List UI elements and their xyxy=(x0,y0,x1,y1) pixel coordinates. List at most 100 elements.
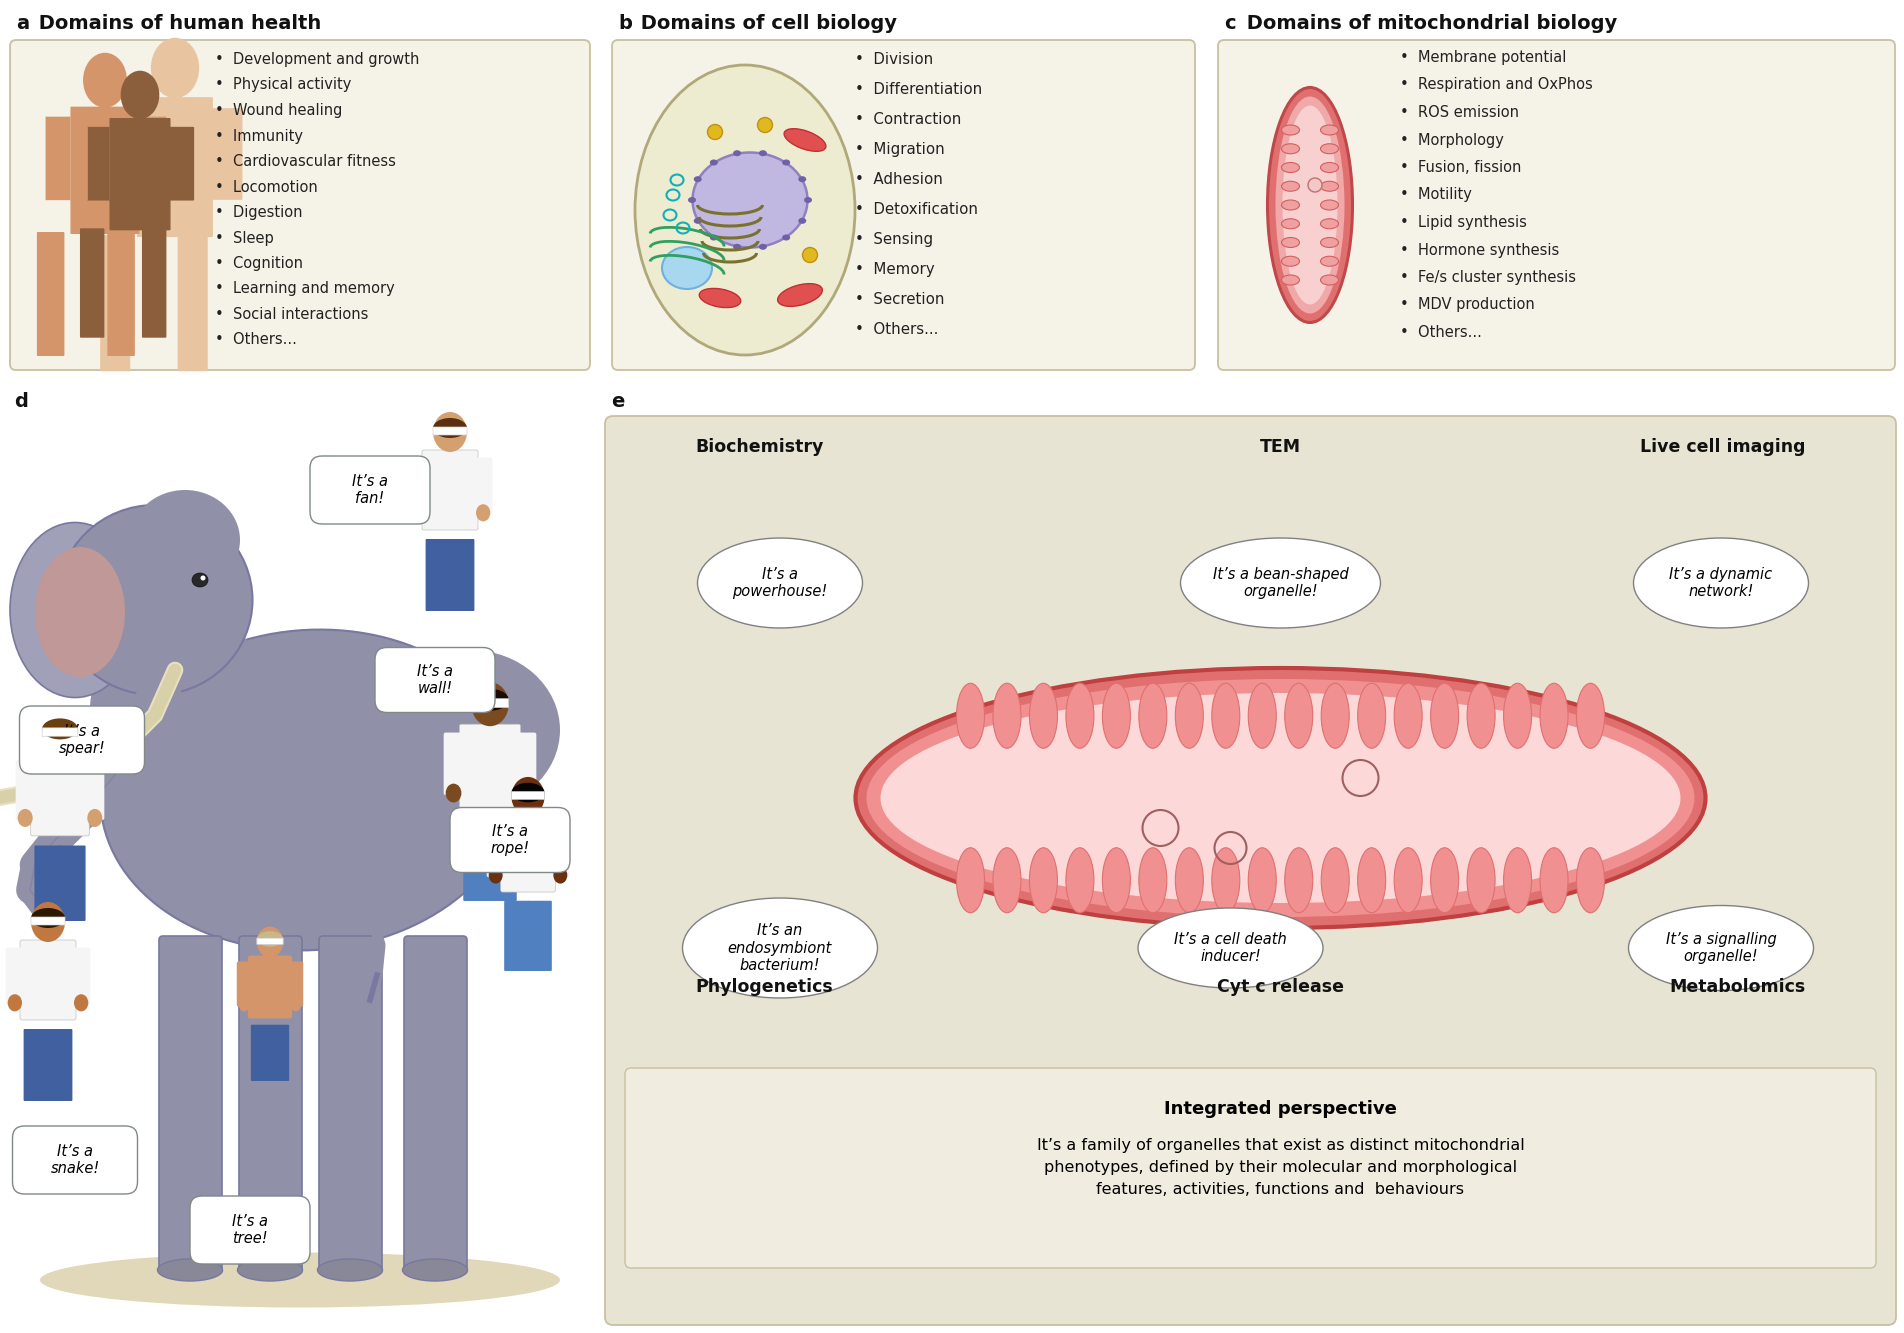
Ellipse shape xyxy=(446,784,461,802)
FancyBboxPatch shape xyxy=(527,901,552,970)
Ellipse shape xyxy=(30,908,65,928)
Ellipse shape xyxy=(1281,237,1300,248)
FancyBboxPatch shape xyxy=(21,940,76,1020)
FancyBboxPatch shape xyxy=(288,961,303,1006)
FancyBboxPatch shape xyxy=(404,936,466,1274)
Ellipse shape xyxy=(1358,848,1386,913)
Ellipse shape xyxy=(1321,181,1339,191)
Ellipse shape xyxy=(1468,684,1495,748)
Text: It’s a bean-shaped
organelle!: It’s a bean-shaped organelle! xyxy=(1213,567,1348,600)
Ellipse shape xyxy=(693,217,703,224)
FancyBboxPatch shape xyxy=(449,539,474,611)
Text: It’s a dynamic
network!: It’s a dynamic network! xyxy=(1670,567,1773,600)
Ellipse shape xyxy=(432,412,466,452)
Ellipse shape xyxy=(1102,848,1131,913)
Ellipse shape xyxy=(693,152,807,248)
Ellipse shape xyxy=(158,1258,223,1281)
Ellipse shape xyxy=(693,176,703,183)
Ellipse shape xyxy=(74,994,88,1012)
Ellipse shape xyxy=(1321,275,1339,285)
Ellipse shape xyxy=(1540,848,1569,913)
Text: •  Others...: • Others... xyxy=(215,332,297,348)
Text: Live cell imaging: Live cell imaging xyxy=(1641,439,1807,456)
Text: It’s a
fan!: It’s a fan! xyxy=(352,473,388,507)
Text: Phylogenetics: Phylogenetics xyxy=(695,978,832,996)
Ellipse shape xyxy=(880,693,1681,902)
Ellipse shape xyxy=(518,784,535,802)
Text: TEM: TEM xyxy=(1260,439,1300,456)
Ellipse shape xyxy=(1430,848,1458,913)
Text: •  Migration: • Migration xyxy=(855,143,944,157)
Ellipse shape xyxy=(1139,908,1323,988)
FancyBboxPatch shape xyxy=(1219,40,1894,371)
Ellipse shape xyxy=(1321,125,1339,135)
Text: •  Sensing: • Sensing xyxy=(855,232,933,247)
FancyBboxPatch shape xyxy=(30,917,65,925)
FancyBboxPatch shape xyxy=(137,117,166,200)
FancyBboxPatch shape xyxy=(459,724,520,812)
Ellipse shape xyxy=(994,848,1021,913)
Ellipse shape xyxy=(866,678,1695,917)
Ellipse shape xyxy=(129,491,240,591)
Ellipse shape xyxy=(956,684,984,748)
Ellipse shape xyxy=(760,244,767,249)
FancyBboxPatch shape xyxy=(10,40,590,371)
Ellipse shape xyxy=(257,932,284,946)
Text: It’s a
spear!: It’s a spear! xyxy=(59,724,105,756)
Ellipse shape xyxy=(472,689,508,710)
Ellipse shape xyxy=(10,523,141,697)
FancyBboxPatch shape xyxy=(59,845,86,921)
Ellipse shape xyxy=(1102,684,1131,748)
Ellipse shape xyxy=(1175,684,1203,748)
Text: It’s a family of organelles that exist as distinct mitochondrial
phenotypes, def: It’s a family of organelles that exist a… xyxy=(1036,1138,1525,1197)
FancyBboxPatch shape xyxy=(44,117,72,200)
FancyBboxPatch shape xyxy=(177,235,208,372)
Ellipse shape xyxy=(733,151,741,156)
FancyBboxPatch shape xyxy=(625,1068,1875,1268)
Ellipse shape xyxy=(554,866,567,884)
Ellipse shape xyxy=(200,576,206,580)
Text: •  Hormone synthesis: • Hormone synthesis xyxy=(1399,243,1559,257)
Ellipse shape xyxy=(120,71,160,119)
Ellipse shape xyxy=(472,682,508,726)
Ellipse shape xyxy=(318,1258,383,1281)
Ellipse shape xyxy=(777,284,823,307)
Ellipse shape xyxy=(238,998,249,1012)
FancyBboxPatch shape xyxy=(463,822,491,901)
FancyBboxPatch shape xyxy=(407,457,426,515)
Text: It’s a
snake!: It’s a snake! xyxy=(50,1144,99,1176)
Ellipse shape xyxy=(1577,848,1605,913)
Ellipse shape xyxy=(1308,179,1321,192)
Text: Metabolomics: Metabolomics xyxy=(1670,978,1807,996)
Ellipse shape xyxy=(1321,200,1339,211)
Text: •  Morphology: • Morphology xyxy=(1399,132,1504,148)
Text: •  Learning and memory: • Learning and memory xyxy=(215,281,394,296)
Ellipse shape xyxy=(1281,256,1300,267)
Ellipse shape xyxy=(150,37,200,99)
Ellipse shape xyxy=(1276,96,1344,313)
FancyBboxPatch shape xyxy=(251,1025,270,1081)
FancyBboxPatch shape xyxy=(240,936,303,1274)
Ellipse shape xyxy=(760,151,767,156)
Ellipse shape xyxy=(798,176,805,183)
Text: •  Wound healing: • Wound healing xyxy=(215,103,343,119)
Text: Domains of human health: Domains of human health xyxy=(32,15,322,33)
Ellipse shape xyxy=(798,217,805,224)
Ellipse shape xyxy=(682,898,878,998)
FancyBboxPatch shape xyxy=(48,1029,72,1101)
Ellipse shape xyxy=(40,1253,560,1308)
FancyBboxPatch shape xyxy=(34,845,61,921)
Text: •  Social interactions: • Social interactions xyxy=(215,307,367,323)
Ellipse shape xyxy=(803,197,811,203)
FancyBboxPatch shape xyxy=(375,648,495,713)
Ellipse shape xyxy=(1211,848,1240,913)
FancyBboxPatch shape xyxy=(36,232,65,356)
Ellipse shape xyxy=(257,926,284,957)
Text: •  Division: • Division xyxy=(855,52,933,67)
Text: •  Others...: • Others... xyxy=(855,323,939,337)
Text: It’s a
rope!: It’s a rope! xyxy=(491,824,529,856)
Ellipse shape xyxy=(783,235,790,240)
Text: It’s a cell death
inducer!: It’s a cell death inducer! xyxy=(1175,932,1287,964)
Ellipse shape xyxy=(84,53,128,108)
Ellipse shape xyxy=(697,539,863,628)
